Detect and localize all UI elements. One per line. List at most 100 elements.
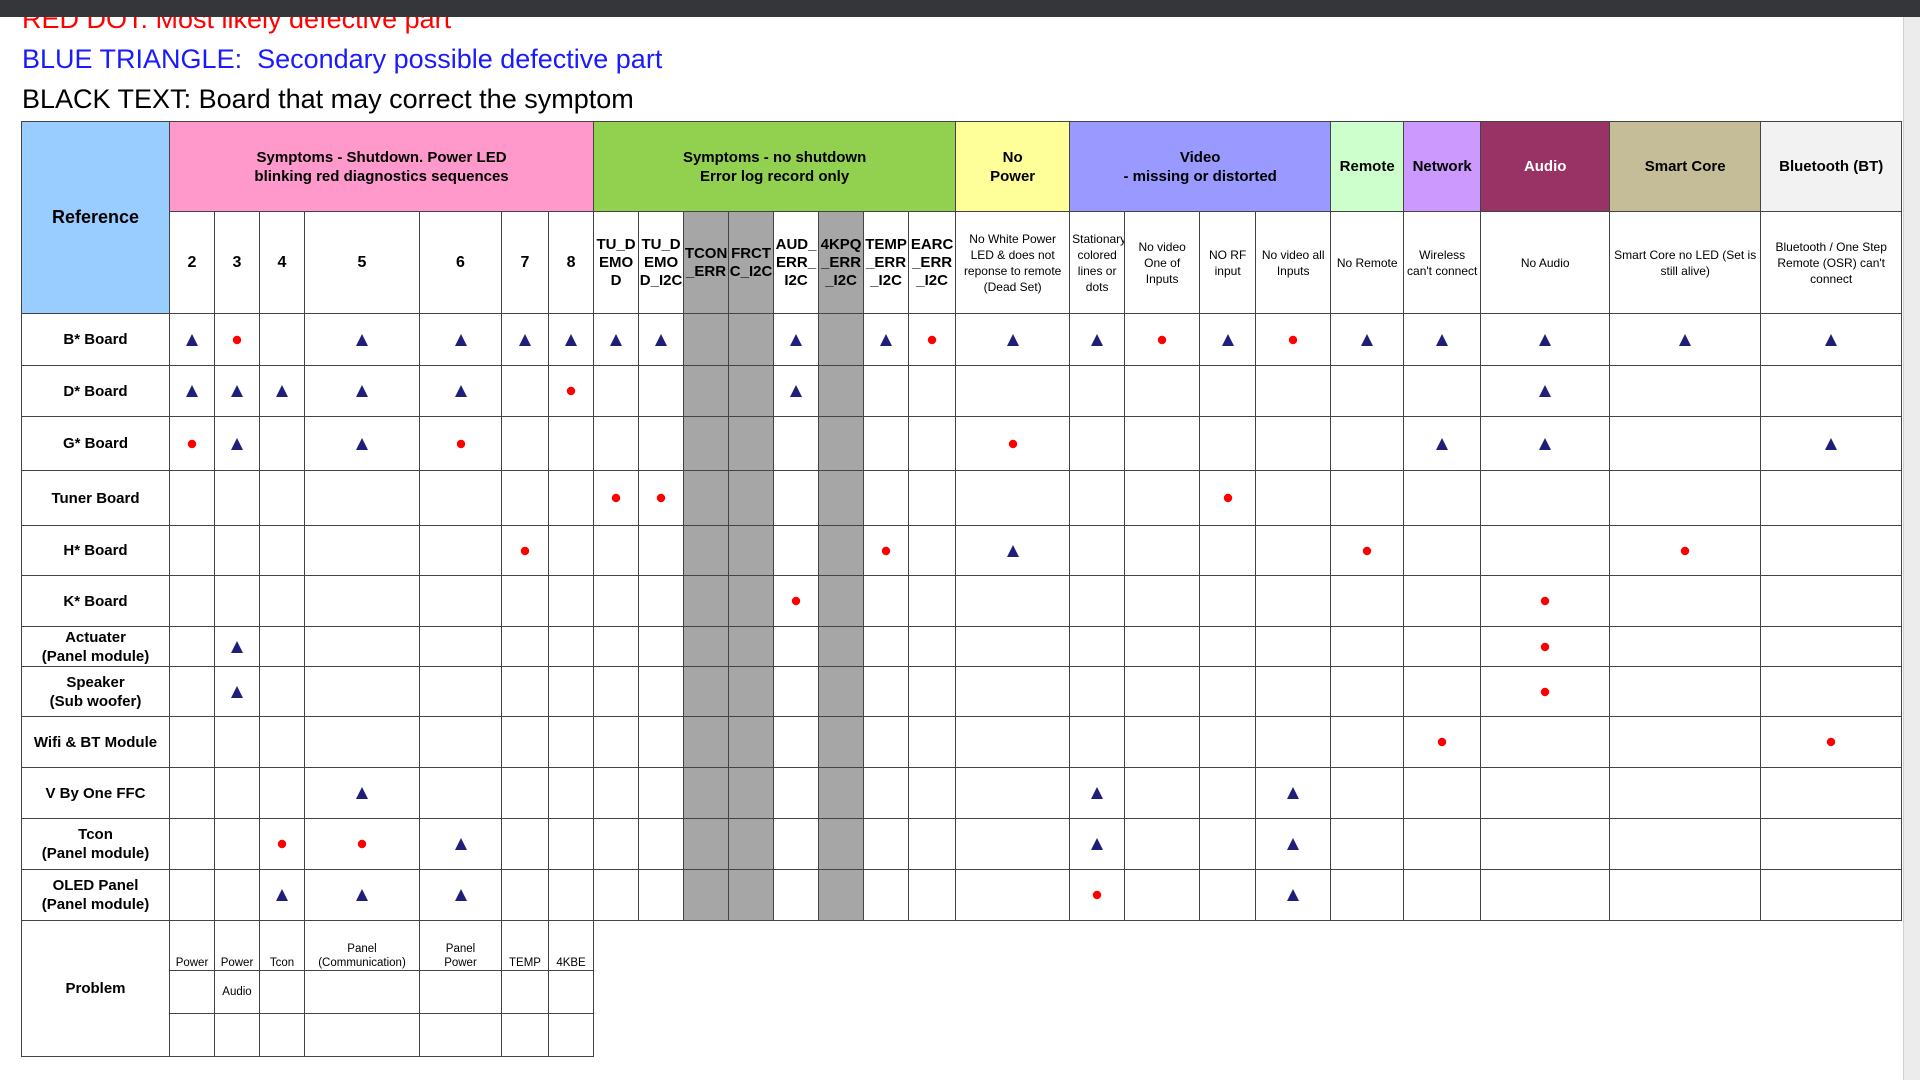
cell [501,767,549,819]
column-header: Bluetooth / One Step Remote (OSR) can't … [1760,211,1903,314]
cell [818,716,865,768]
cell [683,666,730,717]
row-label: D* Board [21,365,170,417]
cell [304,365,420,417]
blue-triangle [356,787,368,799]
cell [818,525,865,576]
cell [501,416,549,471]
cell [863,365,910,417]
cell [1199,767,1257,819]
cell [304,575,420,627]
cell [547,365,595,417]
cell [593,818,640,870]
cell [728,416,775,471]
symbol [356,333,368,346]
cell [1330,525,1405,576]
red-dot [1540,687,1550,696]
red-dot [456,439,465,448]
cell [683,525,730,576]
board-row: B* Board [21,313,1903,366]
legend-line: BLACK TEXT: Board that may correct the s… [22,84,634,114]
cell [773,575,820,627]
problem-part [170,970,214,1013]
problem-cell: Power Audio [214,920,260,1057]
cell [1480,767,1611,819]
cell [1760,470,1903,526]
cell [1403,818,1482,870]
cell [593,313,640,366]
red-dot [1680,546,1690,555]
cell [169,767,215,819]
cell [1124,416,1201,471]
symbol [231,385,243,397]
cell [728,767,775,819]
red-dot [232,335,242,344]
cell [908,818,957,870]
cell [638,313,685,366]
blue-triangle [1006,544,1019,557]
cell [593,666,640,717]
cell [683,575,730,627]
cell [1255,365,1332,417]
cell [955,416,1071,471]
column-header: Smart Core no LED (Set is still alive) [1609,211,1762,314]
cell [1609,365,1762,417]
cell [955,818,1071,870]
blue-triangle [356,385,368,397]
cell [501,626,549,667]
cell [1609,869,1762,921]
cell [683,818,730,870]
symbol [1092,890,1102,900]
cell [908,666,957,717]
blue-triangle [186,385,198,397]
cell [214,666,260,717]
cell [259,626,305,667]
blue-triangle [1221,333,1234,346]
cell [1124,869,1201,921]
cell [259,525,305,576]
cell [863,313,910,366]
cell [214,313,260,366]
cell [304,716,420,768]
cell [908,575,957,627]
symbol [454,333,467,346]
column-header: 5 [304,211,420,314]
blue-triangle [356,333,368,346]
symbol [1540,687,1550,696]
cell [501,666,549,717]
cell [1480,365,1611,417]
cell [638,818,685,870]
red-dot [1008,439,1017,448]
cell [1255,575,1332,627]
cell [1760,313,1903,366]
cell [214,818,260,870]
red-dot [1288,335,1298,344]
column-header-row: 2 3 4 5 6 7 8 TU_DEMOD TU_DEMOD_I2C TCON_ERR FRCTC… [22,211,1903,314]
cell [908,470,957,526]
cell [773,767,820,819]
cell [863,767,910,819]
symbol [1679,333,1692,346]
blue-triangle [1287,787,1300,799]
cell [955,470,1071,526]
group-header: Audio [1480,121,1611,212]
cell [1255,869,1332,921]
problem-part: Power [220,957,254,969]
row-label: Tuner Board [21,470,170,526]
cell [955,575,1071,627]
symbol [1436,333,1449,346]
problem-part [549,970,593,1013]
blue-triangle [231,437,243,450]
cell [1609,470,1762,526]
column-header: 4 [259,211,305,314]
cell [728,666,775,717]
cell [1255,716,1332,768]
cell [1199,313,1257,366]
cell [259,818,305,870]
cell [773,869,820,921]
problem-cell: Power [169,920,215,1057]
column-header: No Remote [1330,211,1405,314]
board-row: Speaker (Sub woofer) [21,666,1903,717]
cell [863,626,910,667]
symbol [1680,546,1690,555]
